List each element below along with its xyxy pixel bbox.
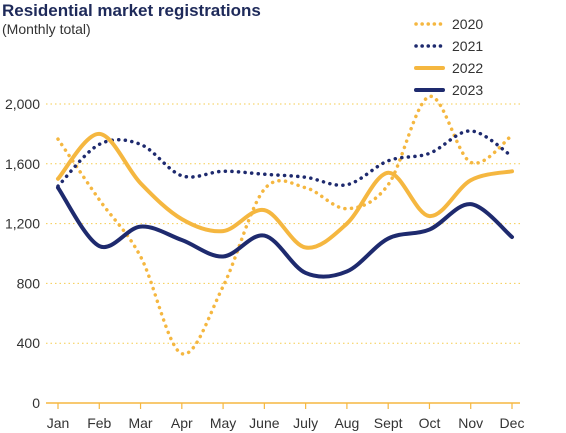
axes: 0 400 800 1,200 1,600 2,000 Jan Feb Mar Apr May Jun… — [5, 96, 525, 431]
x-tick-label: Oct — [419, 415, 441, 431]
x-tick-label: Aug — [334, 415, 359, 431]
chart-title: Residential market registrations — [2, 1, 261, 20]
x-tick-label: May — [210, 415, 236, 431]
legend-label-2020: 2020 — [452, 16, 483, 32]
x-tick-label: Feb — [87, 415, 111, 431]
y-tick-label: 1,200 — [5, 216, 40, 232]
legend-label-2023: 2023 — [452, 82, 483, 98]
legend: 2020 2021 2022 2023 — [414, 16, 483, 98]
y-tick-label: 0 — [32, 395, 40, 411]
y-tick-label: 800 — [17, 275, 41, 291]
x-tick-label: Sept — [374, 415, 403, 431]
x-tick-label: Apr — [171, 415, 193, 431]
x-tick-label: Jan — [47, 415, 70, 431]
series-lines — [56, 94, 514, 356]
y-tick-label: 2,000 — [5, 96, 40, 112]
series-line-2022 — [56, 131, 514, 250]
series-line-2020 — [56, 94, 514, 356]
x-tick-label: Nov — [458, 415, 483, 431]
x-tick-label: June — [249, 415, 280, 431]
legend-label-2022: 2022 — [452, 60, 483, 76]
y-tick-label: 400 — [17, 335, 41, 351]
y-tick-label: 1,600 — [5, 156, 40, 172]
x-tick-label: Mar — [128, 415, 152, 431]
series-line-2023 — [56, 185, 514, 279]
x-tick-label: Dec — [500, 415, 525, 431]
legend-label-2021: 2021 — [452, 38, 483, 54]
x-tick-label: July — [293, 415, 318, 431]
series-line-2021 — [56, 129, 514, 188]
chart-subtitle: (Monthly total) — [2, 21, 91, 37]
